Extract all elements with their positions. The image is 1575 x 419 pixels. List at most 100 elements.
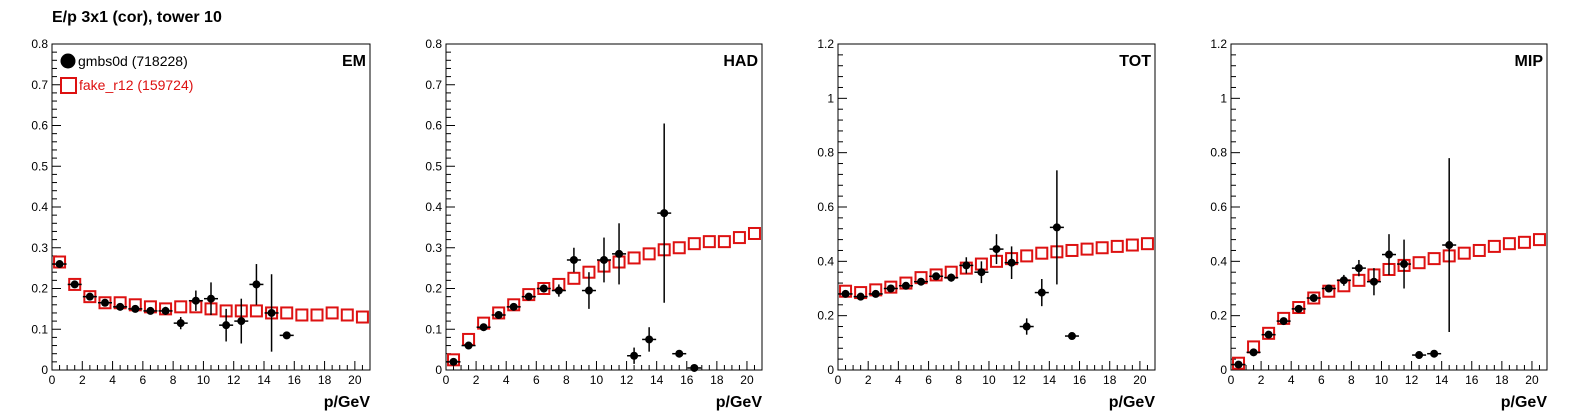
data-circle-marker [131,304,140,313]
data-circle-marker [85,292,94,301]
data-circle-marker [615,249,624,258]
mc-square-marker [1110,239,1124,253]
x-tick-label: 14 [650,373,664,387]
mc-square-marker [1065,243,1079,257]
mc-square-marker [1020,249,1034,263]
data-circle-marker [962,261,971,270]
mc-square-marker [1532,233,1546,247]
x-tick-label: 6 [1318,373,1325,387]
mc-square-marker [1472,243,1486,257]
mc-square-marker [1457,246,1471,260]
data-circle-marker [509,302,518,311]
data-circle-marker [1369,277,1378,286]
x-tick-label: 8 [955,373,962,387]
y-tick-label: 0.8 [817,146,834,160]
data-circle-marker [267,308,276,317]
x-tick-label: 6 [925,373,932,387]
x-tick-label: 20 [1133,373,1147,387]
data-circle-marker [871,289,880,298]
x-axis-label: p/GeV [1501,394,1548,411]
data-circle-marker [1400,260,1409,269]
mc-square-marker [340,308,354,322]
y-tick-label: 1.2 [1210,37,1227,51]
data-circle-marker [992,245,1001,254]
x-axis-label: p/GeV [1109,394,1156,411]
data-circle-marker [1339,276,1348,285]
x-tick-label: 2 [473,373,480,387]
y-tick-label: 0.2 [1210,309,1227,323]
mc-square-marker [732,231,746,245]
y-tick-label: 1 [827,91,834,105]
mc-square-marker [627,251,641,265]
data-circle-marker [841,289,850,298]
plot-frame [837,43,1156,371]
data-circle-marker [901,281,910,290]
data-circle-marker [1249,348,1258,357]
y-tick-label: 0 [41,363,48,377]
x-tick-label: 14 [1435,373,1449,387]
mc-square-marker [687,237,701,251]
data-circle-marker [1354,264,1363,273]
data-circle-marker [856,292,865,301]
data-circle-marker [464,341,473,350]
mc-square-marker [1080,242,1094,256]
data-circle-marker [1309,294,1318,303]
mc-square-marker [642,247,656,261]
mc-square-marker [1035,246,1049,260]
y-tick-label: 0.4 [817,254,834,268]
mc-square-marker [1095,241,1109,255]
data-circle-marker [886,284,895,293]
data-circle-marker [55,260,64,269]
y-tick-label: 0 [827,363,834,377]
data-circle-marker [1052,223,1061,232]
x-tick-label: 2 [865,373,872,387]
data-circle-marker [449,357,458,366]
y-tick-label: 0.6 [1210,200,1227,214]
mc-square-marker [1232,356,1246,370]
mc-square-marker [1487,239,1501,253]
x-axis-label: p/GeV [324,394,371,411]
y-tick-label: 0.2 [425,282,442,296]
data-circle-marker [479,323,488,332]
data-circle-marker [690,363,699,372]
mc-square-marker [1262,326,1276,340]
y-tick-label: 0.8 [425,37,442,51]
data-circle-marker [932,272,941,281]
x-tick-label: 0 [443,373,450,387]
y-tick-label: 0.1 [31,322,48,336]
data-circle-marker [1007,258,1016,267]
data-circle-marker [584,286,593,295]
x-axis-label: p/GeV [716,394,763,411]
y-tick-label: 0 [435,363,442,377]
mc-square-marker [1412,256,1426,270]
mc-square-marker [1427,252,1441,266]
y-tick-label: 0.5 [31,159,48,173]
y-tick-label: 0.4 [1210,254,1227,268]
x-tick-label: 2 [1258,373,1265,387]
mc-square-marker [325,306,339,320]
data-circle-marker [1022,322,1031,331]
x-tick-label: 18 [318,373,332,387]
x-tick-label: 10 [590,373,604,387]
data-circle-marker [675,349,684,358]
x-tick-label: 6 [533,373,540,387]
legend-marker-gmbs0d [60,53,76,69]
x-tick-label: 18 [710,373,724,387]
y-tick-label: 0.3 [31,241,48,255]
mc-square-marker [355,310,369,324]
x-tick-label: 10 [1375,373,1389,387]
mc-square-marker [717,235,731,249]
data-circle-marker [1264,330,1273,339]
panel-title: TOT [1119,53,1151,70]
x-tick-label: 0 [835,373,842,387]
data-circle-marker [554,286,563,295]
plot-panel-tot: 0 2 4 6 8 10 12 14 16 18 20 0 0.2 0.4 0.6 0.8 1 1.2 TOT p/G… [817,37,1156,411]
panel-title: EM [342,53,366,70]
y-tick-label: 0 [1220,363,1227,377]
y-tick-label: 0.8 [31,37,48,51]
data-circle-marker [1037,288,1046,297]
x-tick-label: 12 [1012,373,1026,387]
y-tick-label: 0.4 [425,200,442,214]
y-tick-label: 1 [1220,91,1227,105]
legend-label-fake-r12: fake_r12 (159724) [79,77,193,93]
